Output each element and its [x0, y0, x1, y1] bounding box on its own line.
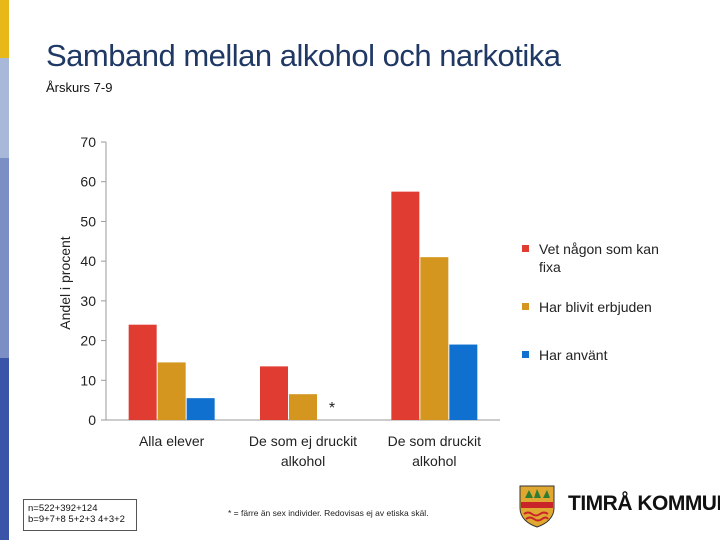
x-tick-label: Alla elever [139, 433, 205, 449]
legend-item: Har blivit erbjuden [522, 298, 652, 316]
bar [157, 362, 186, 420]
x-tick-label: De som ej druckit [249, 433, 357, 449]
legend-label-line: Har använt [539, 347, 608, 363]
legend-swatch [522, 245, 529, 252]
bar [186, 398, 215, 420]
accent-bar-mid-blue [0, 158, 9, 358]
coat-of-arms-icon [519, 485, 555, 528]
y-tick-label: 20 [80, 333, 96, 349]
bar [128, 324, 157, 420]
y-tick-label: 30 [80, 293, 96, 309]
bar [449, 344, 478, 420]
slide-title: Samband mellan alkohol och narkotika [46, 38, 561, 73]
legend-label: Har blivit erbjuden [539, 298, 652, 316]
bar [260, 366, 288, 420]
y-tick-label: 10 [80, 372, 96, 388]
bar [391, 191, 420, 420]
legend-label: Vet någon som kan fixa [539, 240, 659, 276]
sample-size-line-1: n=522+392+124 [28, 503, 98, 514]
accent-bar [0, 0, 9, 540]
accent-bar-dark-blue [0, 358, 9, 540]
bar [289, 394, 317, 420]
sample-size-note: n=522+392+124 b=9+7+8 5+2+3 4+3+2 [23, 499, 137, 531]
legend-item: Vet någon som kan fixa [522, 240, 659, 276]
accent-bar-light-blue [0, 58, 9, 158]
legend-label-line: Har blivit erbjuden [539, 299, 652, 315]
legend-label: Har använt [539, 346, 607, 364]
slide-subtitle: Årskurs 7-9 [46, 80, 113, 95]
accent-bar-yellow [0, 0, 9, 58]
legend-label-line: Vet någon som kan [539, 241, 659, 257]
legend-swatch [522, 351, 529, 358]
x-tick-label: alkohol [281, 453, 325, 469]
x-tick-label: alkohol [412, 453, 456, 469]
y-tick-label: 0 [88, 412, 96, 428]
y-tick-label: 60 [80, 174, 96, 190]
legend-swatch [522, 303, 529, 310]
x-tick-label: De som druckit [388, 433, 481, 449]
legend-item: Har använt [522, 346, 607, 364]
municipality-logo: TIMRÅ KOMMUN [516, 484, 720, 528]
sample-size-line-2: b=9+7+8 5+2+3 4+3+2 [28, 514, 125, 525]
legend-label-line: fixa [539, 259, 561, 275]
annotation-asterisk: * [329, 400, 335, 417]
y-tick-label: 70 [80, 134, 96, 150]
y-tick-label: 40 [80, 253, 96, 269]
y-tick-label: 50 [80, 213, 96, 229]
ethics-footnote: * = färre än sex individer. Redovisas ej… [228, 508, 429, 518]
logo-text: TIMRÅ KOMMUN [568, 492, 720, 515]
bar [420, 257, 449, 420]
